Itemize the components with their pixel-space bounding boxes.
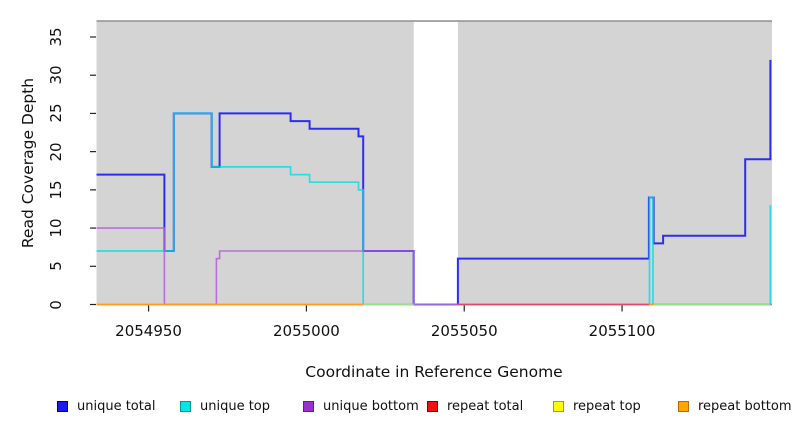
x-tick-label: 2055100 <box>588 322 656 340</box>
y-tick-label: 25 <box>47 103 65 123</box>
legend-item-unique-bottom: unique bottom <box>303 399 419 414</box>
series-line-unique-top <box>96 112 772 306</box>
legend-label: unique bottom <box>323 399 419 414</box>
x-tick-label: 2055050 <box>430 322 498 340</box>
legend-swatch-unique-total <box>57 401 68 412</box>
y-tick-label: 35 <box>47 27 65 47</box>
y-tick-label: 30 <box>47 65 65 85</box>
legend-swatch-repeat-bottom <box>678 401 689 412</box>
legend-item-repeat-total: repeat total <box>427 399 523 414</box>
y-tick-label: 20 <box>47 142 65 162</box>
legend-item-repeat-bottom: repeat bottom <box>678 399 792 414</box>
legend-swatch-repeat-total <box>427 401 438 412</box>
y-tick-label: 10 <box>47 218 65 238</box>
legend-label: repeat bottom <box>698 399 792 414</box>
x-tick-label: 2054950 <box>115 322 182 340</box>
legend-label: repeat total <box>447 399 524 414</box>
legend-label: unique total <box>77 399 156 414</box>
legend-swatch-unique-top <box>180 401 191 412</box>
legend-item-repeat-top: repeat top <box>553 399 641 414</box>
y-axis-label: Read Coverage Depth <box>19 77 37 249</box>
legend-label: repeat top <box>573 399 641 414</box>
no-coverage-gap <box>413 21 458 306</box>
series-line-unique-bottom <box>96 227 772 306</box>
y-tick-label: 5 <box>47 261 65 272</box>
y-tick-label: 15 <box>47 180 65 200</box>
legend-item-unique-total: unique total <box>57 399 155 414</box>
legend-item-unique-top: unique top <box>180 399 270 414</box>
y-tick-label: 0 <box>47 299 65 310</box>
x-tick-label: 2055000 <box>273 322 340 340</box>
legend-swatch-unique-bottom <box>303 401 314 412</box>
legend-label: unique top <box>200 399 271 414</box>
legend-swatch-repeat-top <box>553 401 564 412</box>
x-axis-label: Coordinate in Reference Genome <box>305 363 563 381</box>
